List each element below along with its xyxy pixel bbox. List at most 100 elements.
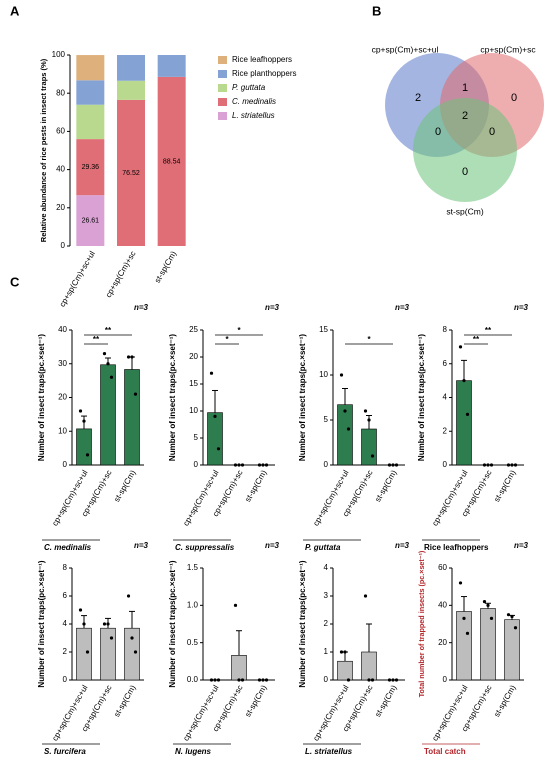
- data-point: [458, 581, 463, 585]
- data-point: [261, 463, 265, 467]
- data-point: [216, 678, 221, 682]
- data-point: [130, 355, 134, 359]
- value-label: 26.61: [82, 217, 100, 224]
- x-tick-label: st-sp(Cm): [373, 468, 399, 503]
- y-tick-label: 10: [189, 406, 198, 415]
- bar: [456, 611, 472, 681]
- bar: [504, 619, 520, 681]
- y-tick-label: 0: [63, 460, 68, 469]
- y-tick-label: 5: [194, 433, 199, 442]
- significance-label: *: [225, 335, 229, 344]
- y-tick-label: 0: [61, 241, 66, 250]
- data-point: [465, 631, 470, 635]
- y-tick-label: 15: [189, 379, 198, 388]
- bar: [361, 651, 377, 681]
- data-point: [213, 678, 217, 682]
- bar: [100, 627, 116, 681]
- y-tick-label: 10: [58, 426, 67, 435]
- data-point: [209, 678, 214, 682]
- data-point: [486, 603, 490, 607]
- annotation: n=3: [134, 303, 149, 312]
- y-axis-label: Number of insect traps(pc.×set⁻¹): [37, 334, 46, 461]
- y-axis-label: Number of insect traps(pc.×set⁻¹): [168, 334, 177, 461]
- legend-swatch: [218, 84, 227, 92]
- data-point: [240, 678, 245, 682]
- data-point: [482, 600, 487, 604]
- legend-label: C. medinalis: [232, 97, 276, 106]
- y-tick-label: 6: [443, 359, 448, 368]
- y-tick-label: 4: [443, 393, 448, 402]
- data-point: [489, 463, 494, 467]
- bar-segment: [117, 55, 145, 81]
- value-label: 29.36: [82, 164, 100, 171]
- panel-label: C: [10, 274, 20, 289]
- y-tick-label: 4: [63, 619, 68, 628]
- x-tick-label: st-sp(Cm): [243, 683, 269, 718]
- data-point: [133, 392, 138, 396]
- x-tick-label: cp+sp(Cm)+sc: [104, 250, 138, 300]
- significance-label: **: [105, 326, 112, 335]
- data-point: [85, 650, 90, 654]
- y-tick-label: 0: [443, 675, 448, 684]
- data-point: [489, 616, 494, 621]
- bar-segment: [117, 99, 145, 246]
- y-tick-label: 0.0: [187, 675, 199, 684]
- bar: [337, 404, 353, 466]
- y-tick-label: 5: [324, 415, 329, 424]
- annotation: n=3: [265, 541, 280, 550]
- data-point: [387, 678, 392, 682]
- data-point: [82, 622, 86, 626]
- annotation: n=3: [265, 303, 280, 312]
- group-label: P. guttata: [305, 543, 341, 552]
- x-tick-label: cp+sp(Cm)+sc+ul: [58, 249, 97, 308]
- bar: [337, 660, 353, 681]
- y-tick-label: 40: [58, 325, 67, 334]
- y-tick-label: 40: [56, 165, 65, 174]
- x-tick-label: cp+sp(Cm)+sc+ul: [181, 683, 220, 742]
- y-tick-label: 10: [319, 370, 328, 379]
- data-point: [240, 463, 245, 467]
- x-tick-label: st-sp(Cm): [373, 683, 399, 718]
- bar: [361, 428, 377, 466]
- bar-segment: [117, 80, 145, 100]
- y-tick-label: 40: [438, 600, 447, 609]
- y-axis-label: Number of insect traps(pc.×set⁻¹): [298, 334, 307, 461]
- y-tick-label: 2: [443, 426, 448, 435]
- bar-segment: [76, 80, 105, 105]
- group-label: L. striatellus: [305, 747, 353, 756]
- y-tick-label: 6: [63, 591, 68, 600]
- group-label: C. suppressalis: [175, 543, 235, 552]
- annotation: n=3: [514, 303, 529, 312]
- data-point: [216, 447, 221, 451]
- data-point: [458, 345, 463, 349]
- legend-swatch: [218, 70, 227, 78]
- significance-label: **: [473, 335, 480, 344]
- data-point: [213, 414, 217, 418]
- data-point: [233, 603, 238, 607]
- y-tick-label: 8: [443, 325, 448, 334]
- group-label: N. lugens: [175, 747, 212, 756]
- data-point: [237, 678, 241, 682]
- y-tick-label: 20: [438, 638, 447, 647]
- data-point: [106, 362, 110, 366]
- x-tick-label: cp+sp(Cm)+sc+ul: [311, 468, 350, 527]
- data-point: [85, 453, 90, 457]
- y-tick-label: 0.5: [187, 638, 199, 647]
- data-point: [102, 352, 107, 356]
- data-point: [339, 373, 344, 377]
- legend-label: Rice leafhoppers: [232, 55, 292, 64]
- group-label: C. medinalis: [44, 543, 92, 552]
- data-point: [370, 678, 375, 682]
- bar: [100, 364, 116, 466]
- bar: [124, 627, 140, 681]
- data-point: [513, 463, 518, 467]
- data-point: [346, 678, 351, 682]
- data-point: [209, 371, 214, 375]
- data-point: [130, 636, 134, 640]
- bar-segment: [157, 76, 186, 246]
- bar-segment: [157, 55, 186, 77]
- y-tick-label: 8: [63, 563, 68, 572]
- y-tick-label: 1: [324, 647, 329, 656]
- y-tick-label: 60: [438, 563, 447, 572]
- data-point: [126, 594, 131, 598]
